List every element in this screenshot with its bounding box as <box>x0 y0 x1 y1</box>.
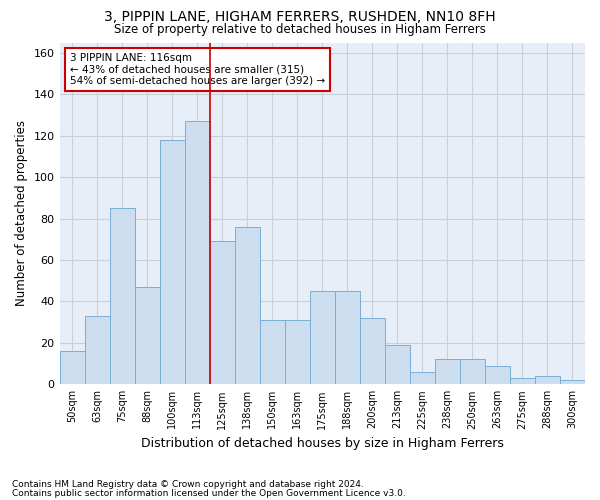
Bar <box>335 291 360 384</box>
Bar <box>160 140 185 384</box>
Bar <box>209 242 235 384</box>
Bar <box>410 372 435 384</box>
Text: 3 PIPPIN LANE: 116sqm
← 43% of detached houses are smaller (315)
54% of semi-det: 3 PIPPIN LANE: 116sqm ← 43% of detached … <box>70 53 325 86</box>
Bar <box>460 360 485 384</box>
Text: 3, PIPPIN LANE, HIGHAM FERRERS, RUSHDEN, NN10 8FH: 3, PIPPIN LANE, HIGHAM FERRERS, RUSHDEN,… <box>104 10 496 24</box>
Bar <box>85 316 110 384</box>
Bar <box>260 320 285 384</box>
Bar <box>185 121 209 384</box>
Bar <box>535 376 560 384</box>
Bar <box>360 318 385 384</box>
Text: Size of property relative to detached houses in Higham Ferrers: Size of property relative to detached ho… <box>114 22 486 36</box>
Text: Contains public sector information licensed under the Open Government Licence v3: Contains public sector information licen… <box>12 489 406 498</box>
Text: Contains HM Land Registry data © Crown copyright and database right 2024.: Contains HM Land Registry data © Crown c… <box>12 480 364 489</box>
Bar <box>510 378 535 384</box>
Bar <box>485 366 510 384</box>
X-axis label: Distribution of detached houses by size in Higham Ferrers: Distribution of detached houses by size … <box>141 437 504 450</box>
Bar <box>110 208 134 384</box>
Bar <box>310 291 335 384</box>
Bar <box>285 320 310 384</box>
Y-axis label: Number of detached properties: Number of detached properties <box>15 120 28 306</box>
Bar <box>235 227 260 384</box>
Bar <box>59 351 85 384</box>
Bar <box>385 345 410 385</box>
Bar <box>435 360 460 384</box>
Bar <box>560 380 585 384</box>
Bar <box>134 287 160 384</box>
